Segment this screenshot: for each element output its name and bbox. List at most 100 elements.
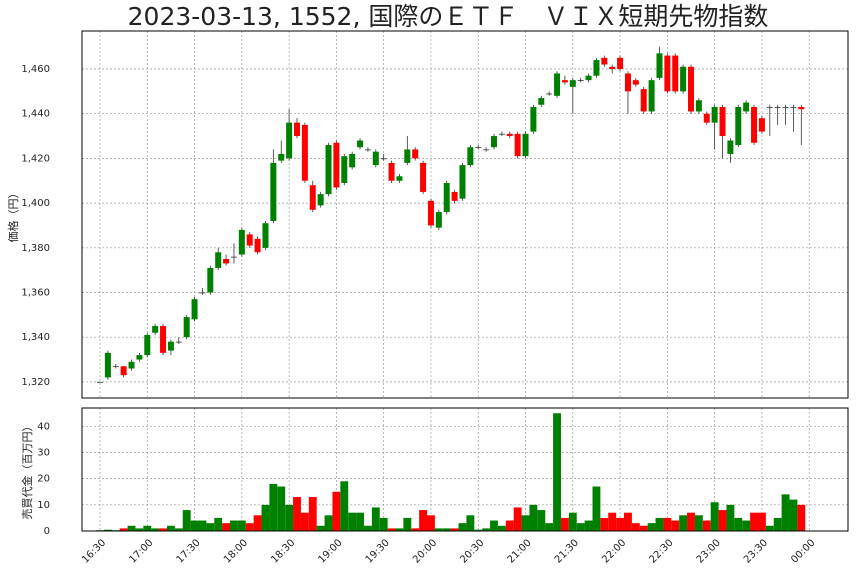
candle-body	[656, 53, 663, 78]
volume-bar	[734, 517, 743, 531]
candle-body	[695, 100, 702, 112]
volume-bar	[356, 512, 364, 531]
y-tick-label: 1,420	[21, 153, 50, 164]
volume-bar	[285, 504, 294, 531]
volume-tick-label: 40	[37, 421, 50, 432]
volume-bar	[584, 520, 593, 531]
y-tick-label: 1,320	[21, 377, 50, 388]
volume-bar	[269, 483, 278, 531]
candle-body	[758, 118, 765, 132]
candle-body	[223, 258, 230, 264]
candle-body	[782, 106, 789, 108]
volume-bar	[671, 520, 680, 531]
volume-bar	[592, 486, 601, 531]
candle-body	[617, 57, 624, 69]
candle-body	[711, 106, 718, 123]
candle-body	[514, 133, 521, 157]
volume-bar	[143, 525, 152, 531]
candle-body	[546, 93, 553, 95]
candle-body	[467, 147, 474, 166]
volume-bar	[521, 515, 530, 531]
volume-bar	[529, 504, 538, 531]
volume-bar	[395, 528, 404, 531]
candle-body	[254, 238, 261, 253]
x-tick-label: 21:30	[553, 537, 581, 565]
x-tick-label: 23:30	[742, 537, 770, 565]
candle-body	[491, 136, 497, 148]
candle-body	[459, 165, 466, 199]
candle-body	[774, 106, 781, 108]
volume-bar	[505, 520, 514, 531]
candle-body	[640, 89, 647, 112]
volume-bar	[324, 515, 333, 531]
candle-body	[632, 80, 639, 85]
candle-body	[301, 124, 308, 181]
y-axis-label: 価格（円）	[6, 188, 20, 243]
candle-body	[128, 361, 135, 369]
volume-bar	[119, 528, 128, 531]
candle-body	[112, 366, 119, 368]
volume-bar	[513, 507, 522, 531]
volume-bar	[174, 528, 183, 531]
volume-bar	[419, 510, 428, 531]
volume-bar	[245, 523, 254, 531]
volume-bar	[773, 517, 782, 531]
volume-bar	[206, 523, 215, 531]
x-tick-label: 00:00	[789, 537, 817, 565]
candle-body	[443, 182, 450, 213]
candle-body	[294, 122, 300, 137]
candle-body	[561, 80, 568, 83]
candle-body	[357, 140, 364, 148]
candle-body	[380, 158, 387, 160]
candle-body	[199, 292, 206, 294]
candle-body	[735, 106, 742, 145]
candle-body	[498, 133, 505, 135]
volume-bar	[624, 512, 632, 531]
volume-bar	[710, 502, 719, 531]
volume-bar	[237, 520, 246, 531]
candle-body	[278, 153, 285, 161]
candle-body	[262, 223, 269, 248]
volume-bar	[576, 523, 585, 531]
volume-bar	[497, 525, 506, 531]
candle-body	[412, 149, 419, 159]
candle-body	[609, 66, 616, 69]
candle-body	[317, 194, 324, 206]
x-tick-label: 21:00	[506, 537, 534, 565]
volume-bar	[253, 515, 262, 531]
volume-bar	[639, 525, 648, 531]
x-tick-label: 17:00	[127, 537, 155, 565]
volume-bar	[545, 523, 554, 531]
volume-bar	[608, 512, 617, 531]
candle-body	[664, 55, 671, 92]
candle-body	[144, 334, 151, 356]
candle-body	[286, 122, 293, 159]
candle-body	[160, 326, 167, 353]
candle-body	[388, 162, 395, 181]
x-tick-label: 17:30	[175, 537, 203, 565]
candle-body	[601, 57, 608, 65]
volume-bar	[308, 496, 317, 531]
candle-body	[554, 73, 561, 96]
candle-body	[790, 106, 797, 108]
candle-body	[191, 299, 198, 320]
volume-bar	[631, 523, 640, 531]
candle-body	[593, 60, 600, 76]
candle-body	[270, 162, 277, 221]
candle-body	[246, 234, 253, 246]
candle-body	[585, 75, 592, 81]
volume-bar	[687, 512, 695, 531]
candle-body	[183, 317, 190, 338]
volume-bar	[166, 525, 175, 531]
y-tick-label: 1,380	[21, 243, 50, 254]
candle-body	[396, 176, 403, 181]
volume-bar	[600, 517, 609, 531]
volume-tick-label: 10	[37, 500, 50, 511]
candle-body	[672, 55, 679, 92]
volume-bar	[568, 512, 577, 531]
volume-bar	[781, 494, 790, 531]
volume-bar	[230, 520, 238, 531]
volume-bar	[127, 525, 136, 531]
volume-bar	[553, 413, 561, 531]
volume-bar	[222, 523, 231, 531]
